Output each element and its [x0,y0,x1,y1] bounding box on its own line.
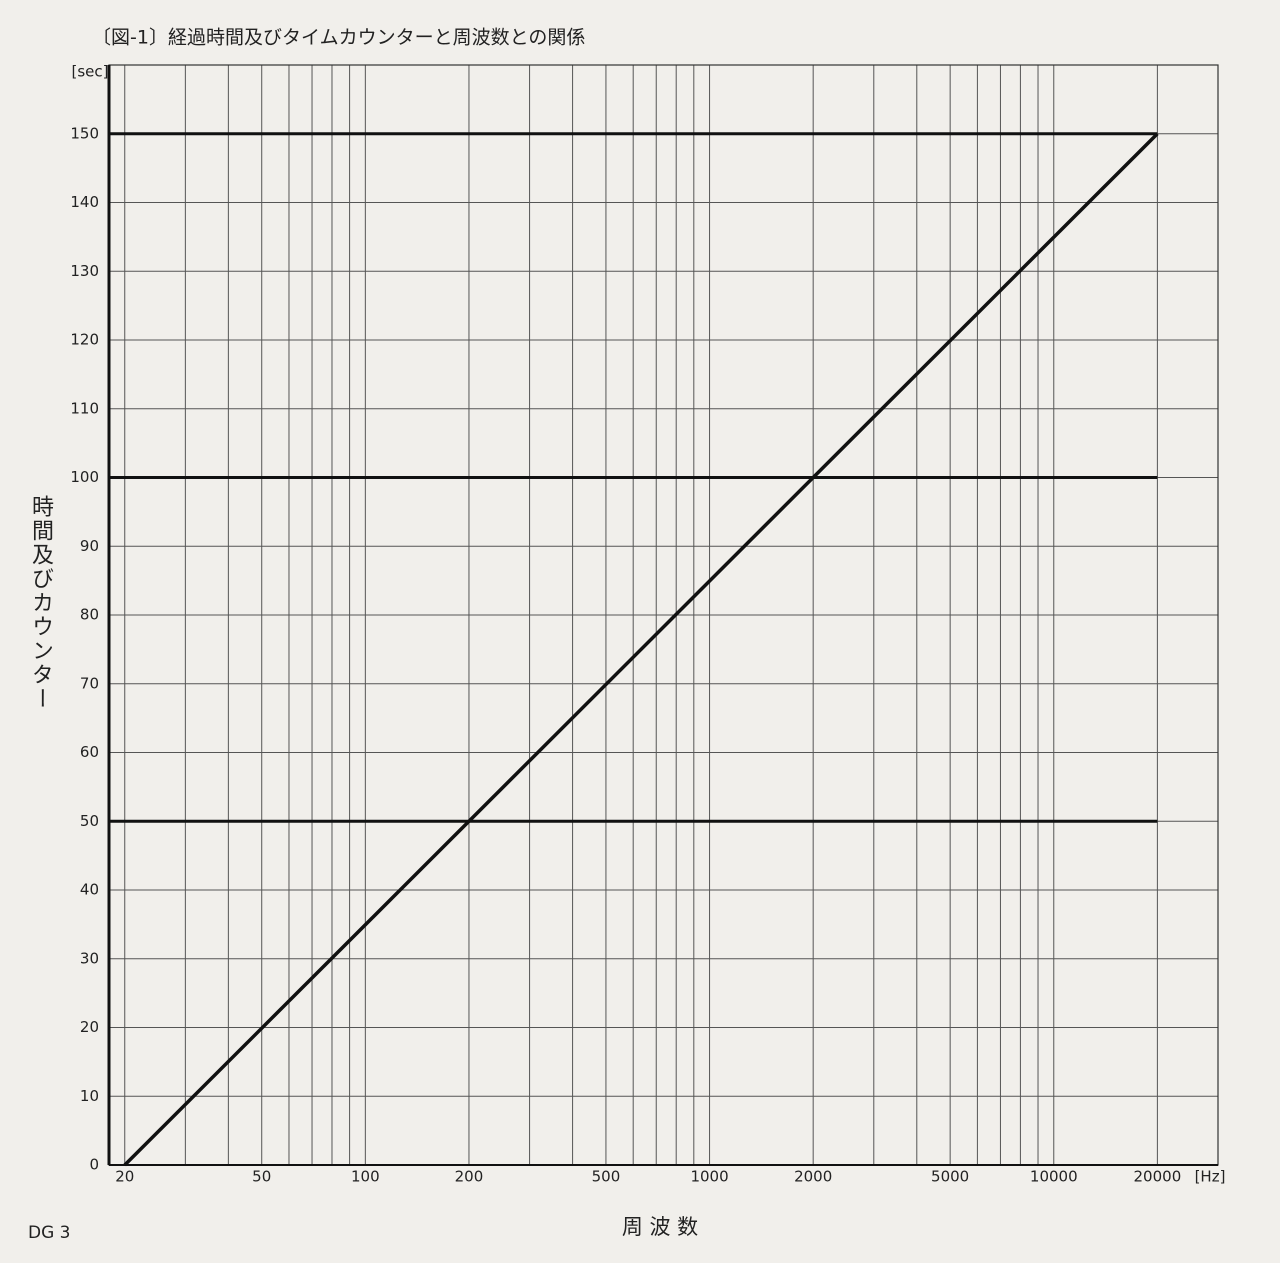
y-tick-label: 30 [80,949,99,967]
y-tick-label: 70 [80,674,99,692]
y-axis-label: 時間及びカウンター [28,495,53,711]
y-tick-label: 80 [80,606,99,624]
chart-title: 〔図-1〕経過時間及びタイムカウンターと周波数との関係 [92,27,585,49]
y-tick-label: 40 [80,881,99,899]
y-tick-label: 20 [80,1018,99,1036]
y-tick-label: 150 [70,124,99,142]
x-tick-label: 100 [351,1168,380,1186]
y-tick-label: 110 [70,399,99,417]
x-tick-label: 500 [592,1168,621,1186]
x-tick-label: 20 [115,1168,134,1186]
y-tick-label: 10 [80,1087,99,1105]
x-axis-label: 周 波 数 [622,1215,698,1239]
y-tick-label: 100 [70,468,99,486]
x-unit: [Hz] [1195,1168,1226,1186]
y-tick-label: 120 [70,331,99,349]
data-line [123,132,1159,1167]
x-tick-label: 10000 [1030,1168,1078,1186]
footer: DG 3 [28,1223,70,1243]
y-tick-label: 130 [70,262,99,280]
y-tick-label: 50 [80,812,99,830]
y-tick-label: 140 [70,193,99,211]
y-tick-label: 60 [80,743,99,761]
y-tick-label: 0 [89,1156,99,1174]
y-unit: [sec] [72,63,109,81]
x-tick-label: 5000 [931,1168,969,1186]
x-tick-label: 2000 [794,1168,832,1186]
x-tick-label: 1000 [690,1168,728,1186]
x-tick-label: 50 [252,1168,271,1186]
y-tick-label: 90 [80,537,99,555]
x-tick-label: 200 [455,1168,484,1186]
x-tick-label: 20000 [1134,1168,1182,1186]
